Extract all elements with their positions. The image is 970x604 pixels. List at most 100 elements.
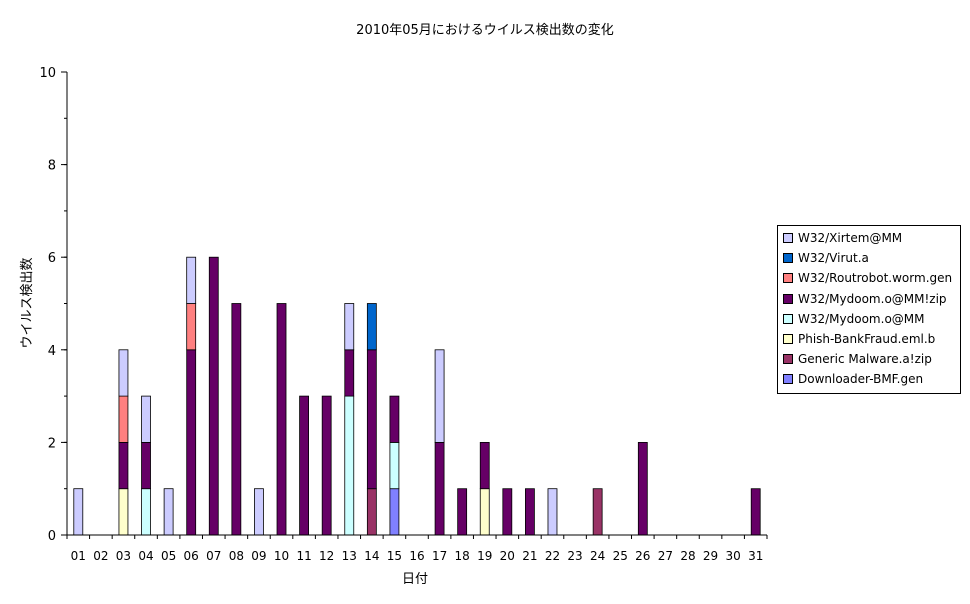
x-tick-label-04: 04 <box>138 549 153 563</box>
y-tick-label: 2 <box>48 436 56 451</box>
bar-segment-13-series-4 <box>344 349 355 397</box>
bar-segment-22-series-7 <box>547 488 558 536</box>
chart-title: 2010年05月におけるウイルス検出数の変化 <box>356 22 614 38</box>
bar-segment-13-series-7 <box>344 303 355 351</box>
x-tick-label-06: 06 <box>184 549 199 563</box>
bar-segment-04-series-3 <box>141 488 151 536</box>
x-tick-label-20: 20 <box>500 549 515 563</box>
legend-swatch <box>783 374 793 385</box>
bar-segment-06-series-4 <box>186 349 197 536</box>
x-tick-label-14: 14 <box>364 549 379 563</box>
legend-swatch <box>783 334 793 345</box>
x-tick-label-31: 31 <box>748 549 763 563</box>
legend-swatch <box>783 273 793 284</box>
x-tick-label-01: 01 <box>71 549 86 563</box>
bar-segment-21-series-4 <box>525 488 535 536</box>
x-tick-label-30: 30 <box>725 549 740 563</box>
bar-segment-31-series-4 <box>750 488 761 536</box>
bar-segment-06-series-7 <box>186 256 197 304</box>
x-tick-label-21: 21 <box>522 549 537 563</box>
legend-label: Generic Malware.a!zip <box>798 352 932 367</box>
y-tick-label: 0 <box>48 529 56 544</box>
legend-swatch <box>783 293 793 304</box>
x-tick-label-27: 27 <box>658 549 673 563</box>
bar-segment-07-series-4 <box>208 256 219 536</box>
bar-segment-20-series-4 <box>502 488 513 536</box>
legend-item-7: W32/Xirtem@MM <box>778 228 960 248</box>
legend-label: W32/Mydoom.o@MM!zip <box>798 291 947 306</box>
bar-segment-19-series-2 <box>479 488 490 536</box>
legend-label: W32/Mydoom.o@MM <box>798 311 925 326</box>
x-tick-label-25: 25 <box>613 549 628 563</box>
x-tick-label-12: 12 <box>319 549 334 563</box>
bar-segment-26-series-4 <box>637 441 648 536</box>
x-tick-label-15: 15 <box>387 549 402 563</box>
bar-segment-08-series-4 <box>231 303 242 536</box>
bar-segment-03-series-7 <box>118 349 129 397</box>
legend-item-5: W32/Routrobot.worm.gen <box>778 268 960 288</box>
legend-label: W32/Xirtem@MM <box>798 231 903 246</box>
legend-item-0: Downloader-BMF.gen <box>778 369 960 389</box>
bar-segment-14-series-1 <box>366 488 377 536</box>
legend: W32/Xirtem@MM W32/Virut.a W32/Routrobot.wo… <box>777 225 961 394</box>
legend-label: W32/Virut.a <box>798 251 869 266</box>
bar-segment-05-series-7 <box>163 488 174 536</box>
y-tick-label: 8 <box>48 159 56 174</box>
legend-swatch <box>783 313 793 324</box>
bar-segment-15-series-4 <box>389 395 400 443</box>
legend-swatch <box>783 354 793 365</box>
x-tick-label-03: 03 <box>116 549 131 563</box>
x-tick-label-26: 26 <box>635 549 650 563</box>
bar-segment-09-series-7 <box>254 488 264 536</box>
bar-segment-12-series-4 <box>321 395 332 536</box>
y-tick-label: 10 <box>39 66 56 81</box>
x-tick-label-02: 02 <box>93 549 108 563</box>
bar-segment-17-series-4 <box>434 441 445 536</box>
legend-item-2: Phish-BankFraud.eml.b <box>778 329 960 349</box>
legend-item-3: W32/Mydoom.o@MM <box>778 309 960 329</box>
x-tick-label-23: 23 <box>567 549 582 563</box>
legend-swatch <box>783 233 793 244</box>
x-tick-label-07: 07 <box>206 549 221 563</box>
bar-segment-03-series-5 <box>118 395 129 443</box>
x-tick-label-18: 18 <box>455 549 470 563</box>
bar-segment-13-series-3 <box>344 395 355 536</box>
bar-segment-10-series-4 <box>276 303 287 536</box>
x-tick-label-13: 13 <box>342 549 357 563</box>
y-tick-label: 4 <box>48 344 56 359</box>
bar-segment-01-series-7 <box>73 488 84 536</box>
x-tick-label-10: 10 <box>274 549 289 563</box>
bar-segment-17-series-7 <box>434 349 445 443</box>
bar-segment-15-series-3 <box>389 441 400 490</box>
legend-label: Downloader-BMF.gen <box>798 372 924 387</box>
x-tick-label-28: 28 <box>680 549 695 563</box>
x-tick-label-08: 08 <box>229 549 244 563</box>
bar-segment-19-series-4 <box>479 441 490 490</box>
x-axis-label: 日付 <box>402 572 428 587</box>
bar-segment-04-series-4 <box>141 441 151 490</box>
legend-label: Phish-BankFraud.eml.b <box>798 332 936 347</box>
legend-swatch <box>783 253 793 264</box>
x-tick-label-17: 17 <box>432 549 447 563</box>
bars-group <box>73 256 761 536</box>
bar-segment-04-series-7 <box>141 395 151 443</box>
bar-segment-15-series-0 <box>389 488 400 536</box>
x-tick-label-09: 09 <box>251 549 266 563</box>
bar-segment-14-series-6 <box>366 303 377 351</box>
x-tick-label-24: 24 <box>590 549 605 563</box>
y-tick-label: 6 <box>48 251 56 266</box>
y-axis-label: ウイルス検出数 <box>20 257 35 348</box>
x-tick-label-11: 11 <box>296 549 311 563</box>
bar-segment-06-series-5 <box>186 303 197 351</box>
bar-segment-11-series-4 <box>299 395 310 536</box>
legend-item-6: W32/Virut.a <box>778 248 960 268</box>
x-tick-label-29: 29 <box>703 549 718 563</box>
bar-segment-18-series-4 <box>457 488 468 536</box>
bar-segment-14-series-4 <box>366 349 377 490</box>
legend-item-1: Generic Malware.a!zip <box>778 349 960 369</box>
legend-item-4: W32/Mydoom.o@MM!zip <box>778 289 960 309</box>
x-tick-label-16: 16 <box>409 549 424 563</box>
x-tick-label-22: 22 <box>545 549 560 563</box>
